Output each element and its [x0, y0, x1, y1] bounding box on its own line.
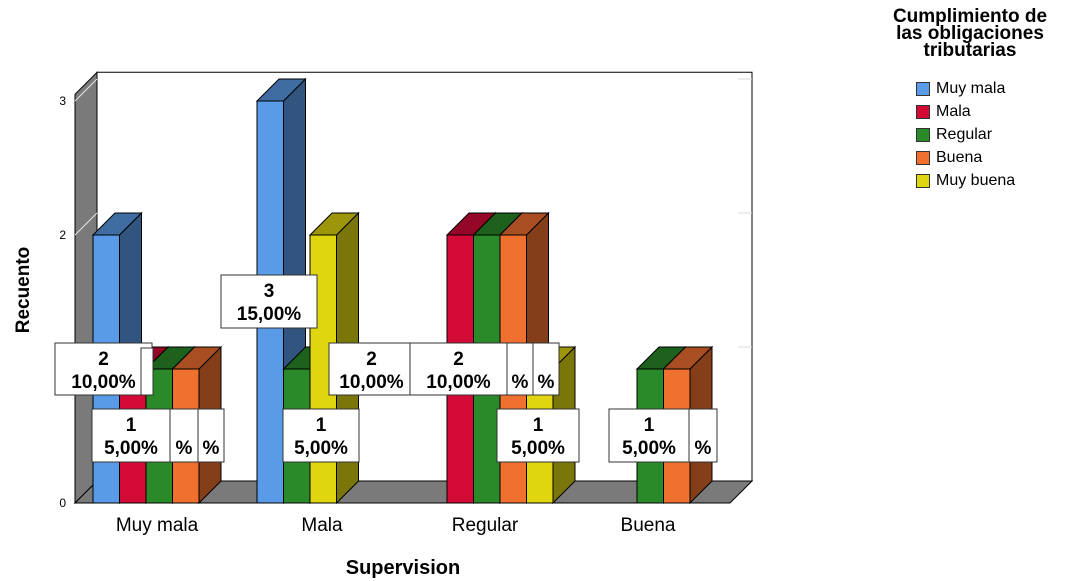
data-label-percent: 10,00%: [339, 372, 404, 393]
data-label: 210,00%: [328, 342, 415, 396]
data-label-count: 1: [316, 415, 327, 436]
data-label-box: [496, 408, 580, 463]
data-label-count: 1: [126, 415, 137, 436]
legend-item: Muy buena: [916, 169, 1060, 192]
data-label-percent: 5,00%: [104, 438, 158, 459]
data-label-count: 3: [264, 281, 275, 302]
data-label-box: [140, 347, 154, 396]
data-label-count: 2: [98, 349, 109, 370]
legend-item: Mala: [916, 100, 1060, 123]
data-label: %: [197, 408, 225, 463]
data-label-box: [532, 342, 560, 396]
data-label-box: [409, 342, 508, 396]
data-label: 15,00%: [496, 408, 580, 463]
data-label-box: [54, 342, 153, 396]
x-tick-label: Muy mala: [116, 515, 199, 536]
data-label-percent: %: [538, 372, 555, 393]
data-label: 315,00%: [220, 274, 318, 329]
legend-label: Mala: [936, 102, 971, 120]
data-label-box: [282, 408, 360, 463]
y-axis-title: Recuento: [13, 247, 34, 334]
x-axis-tick-labels: Muy mala Mala Regular Buena: [116, 515, 676, 536]
data-label-box: [220, 274, 318, 329]
y-tick-label: 0: [59, 496, 66, 510]
data-label-percent: 5,00%: [622, 438, 676, 459]
legend-label: Muy buena: [936, 171, 1016, 189]
y-axis-ticks: 0123: [59, 94, 66, 510]
data-label-percent: %: [176, 438, 193, 459]
legend-item: Buena: [916, 146, 1060, 169]
data-label: 210,00%: [54, 342, 153, 396]
data-label: %: [169, 408, 199, 463]
y-tick-label: 3: [59, 94, 66, 108]
x-tick-label: Regular: [452, 515, 519, 536]
data-label-count: 1: [533, 415, 544, 436]
legend: Cumplimiento de las obligaciones tributa…: [880, 6, 1060, 192]
y-tick-label: 2: [59, 228, 66, 242]
data-label: %: [532, 342, 560, 396]
data-label: %: [506, 342, 534, 396]
data-labels: 210,00%15,00%% %315,00%15,00%210,00%210,0…: [54, 274, 718, 463]
data-label-box: [91, 408, 171, 463]
legend-swatch: [916, 81, 930, 96]
legend-label: Buena: [936, 148, 983, 166]
data-label-count: 2: [453, 349, 464, 370]
data-label-percent: 10,00%: [71, 372, 136, 393]
data-label-percent: 5,00%: [511, 438, 565, 459]
data-label: 210,00%: [409, 342, 508, 396]
data-label-count: 1: [644, 415, 655, 436]
data-label: 15,00%: [608, 408, 690, 463]
data-label-box: [197, 408, 225, 463]
legend-swatch: [916, 173, 930, 188]
data-label: 15,00%: [282, 408, 360, 463]
legend-label: Regular: [936, 125, 993, 143]
legend-item: Regular: [916, 123, 1060, 146]
legend-items: Muy mala Mala Regular Buena Muy buena: [916, 77, 1060, 192]
data-label-box: [328, 342, 415, 396]
x-axis-title: Supervision: [346, 557, 460, 579]
data-label-box: [688, 408, 718, 463]
data-label: 15,00%: [91, 408, 171, 463]
data-label-percent: 5,00%: [294, 438, 348, 459]
data-label-count: 2: [366, 349, 377, 370]
legend-label: Muy mala: [936, 79, 1006, 97]
data-label-percent: %: [203, 438, 220, 459]
legend-swatch: [916, 127, 930, 142]
legend-swatch: [916, 104, 930, 119]
data-label-box: [608, 408, 690, 463]
x-tick-label: Mala: [301, 515, 343, 536]
data-label-percent: 10,00%: [426, 372, 491, 393]
data-label-percent: %: [695, 438, 712, 459]
data-label: %: [688, 408, 718, 463]
gridline: [74, 78, 98, 102]
data-label: [140, 347, 154, 396]
legend-title: Cumplimiento de las obligaciones tributa…: [892, 6, 1048, 61]
data-label-percent: 15,00%: [237, 304, 302, 325]
gridline: [74, 212, 98, 236]
x-tick-label: Buena: [621, 515, 676, 536]
legend-item: Muy mala: [916, 77, 1060, 100]
data-label-percent: %: [512, 372, 529, 393]
legend-swatch: [916, 150, 930, 165]
